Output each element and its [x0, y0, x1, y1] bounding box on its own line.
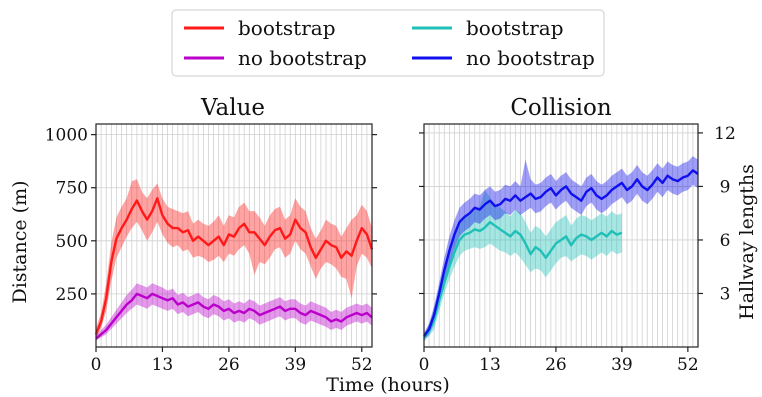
value-ticks: 0 13 26 39 52 250 500 750 1000: [45, 126, 377, 375]
value-ytick-label-250: 250: [56, 285, 88, 305]
value-panel: Value Distance (m) 0 13 26 39 52 250 500 750 100…: [9, 95, 377, 375]
value-xtick-label-39: 39: [285, 355, 307, 375]
legend: bootstrap no bootstrap bootstrap no boot…: [171, 9, 605, 77]
collision-ytick-label-9: 9: [720, 177, 731, 197]
collision-ticks: 0 13 26 39 52 3 6 9 12: [419, 124, 736, 375]
x-axis-label: Time (hours): [326, 374, 450, 396]
collision-ytick-label-6: 6: [720, 231, 731, 251]
collision-xtick-label-39: 39: [611, 355, 633, 375]
legend-label-0: bootstrap: [238, 16, 336, 40]
collision-grid: [423, 124, 699, 347]
value-ytick-label-500: 500: [56, 232, 88, 252]
collision-band-0: [424, 190, 622, 342]
collision-xtick-label-0: 0: [419, 355, 430, 375]
collision-xtick-label-52: 52: [677, 355, 699, 375]
value-ylabel: Distance (m): [9, 180, 31, 303]
collision-xtick-label-13: 13: [479, 355, 501, 375]
legend-label-3: no bootstrap: [466, 46, 595, 70]
value-frame: [95, 123, 373, 348]
collision-ytick-label-3: 3: [720, 284, 731, 304]
value-ytick-label-750: 750: [56, 179, 88, 199]
collision-line-1: [423, 169, 699, 338]
collision-frame: [423, 123, 699, 348]
legend-label-2: bootstrap: [466, 16, 564, 40]
legend-label-1: no bootstrap: [238, 46, 367, 70]
value-xtick-label-26: 26: [218, 355, 240, 375]
collision-panel: Collision Hallway lengths 0 13 26 39 52 3 6 9 12: [419, 95, 758, 375]
collision-ylabel: Hallway lengths: [736, 164, 758, 320]
value-line-1: [95, 292, 373, 340]
collision-lines: [423, 169, 699, 339]
value-ytick-label-1000: 1000: [45, 126, 88, 146]
value-title: Value: [200, 95, 265, 121]
value-lines: [94, 197, 374, 340]
collision-xtick-label-26: 26: [545, 355, 567, 375]
value-xtick-label-0: 0: [91, 355, 102, 375]
collision-line-0: [423, 220, 623, 339]
value-xtick-label-13: 13: [152, 355, 174, 375]
value-line-0: [94, 197, 374, 335]
value-xtick-label-52: 52: [351, 355, 373, 375]
collision-title: Collision: [510, 95, 612, 121]
collision-ytick-label-12: 12: [714, 124, 736, 144]
legend-frame: [171, 9, 605, 77]
